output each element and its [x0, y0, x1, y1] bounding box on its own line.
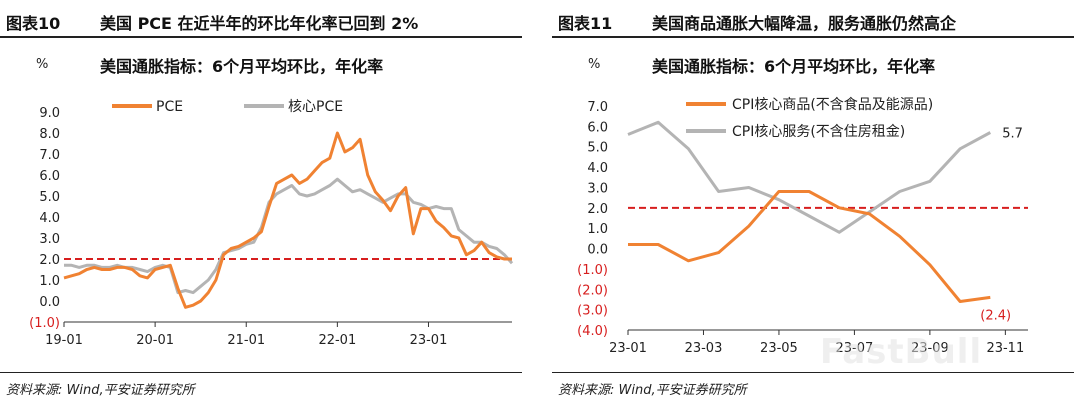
y-tick-label: 2.0: [587, 202, 608, 217]
y-tick-label: (1.0): [577, 263, 608, 278]
figure-header: 图表10 美国 PCE 在近半年的环比年化率已回到 2%: [0, 0, 522, 38]
source-text: 资料来源: Wind,平安证券研究所: [558, 383, 747, 398]
y-tick-label: 2.0: [39, 253, 60, 268]
series-line: [63, 131, 512, 309]
y-tick-label: (3.0): [577, 304, 608, 319]
y-tick-label: 5.0: [39, 190, 60, 205]
source-text: 资料来源: Wind,平安证券研究所: [6, 383, 195, 398]
y-tick-label: 0.0: [39, 295, 60, 310]
figure-11: 图表11 美国商品通胀大幅降温，服务通胀仍然高企 % 美国通胀指标：6个月平均环比…: [552, 0, 1074, 413]
chart-title: 美国通胀指标：6个月平均环比，年化率: [100, 57, 383, 76]
source-note: 资料来源: Wind,平安证券研究所: [0, 372, 522, 401]
series-line: [64, 177, 514, 295]
x-tick-label: 23-01: [609, 341, 647, 356]
y-unit-label: %: [588, 57, 600, 72]
x-tick-label: 23-05: [760, 341, 798, 356]
y-tick-label: 1.0: [587, 222, 608, 237]
y-tick-label: 7.0: [587, 100, 608, 115]
y-tick-label: 8.0: [39, 127, 60, 142]
x-tick-label: 19-01: [45, 333, 83, 348]
y-tick-label: (1.0): [29, 316, 60, 331]
y-unit-label: %: [36, 57, 48, 72]
pce-chart: % 美国通胀指标：6个月平均环比，年化率 (1.0) 0.0 1.0 2.0 3.0 4.0 5…: [29, 57, 514, 348]
figure-header: 图表11 美国商品通胀大幅降温，服务通胀仍然高企: [552, 0, 1074, 38]
series-line: [628, 190, 991, 303]
figure-number: 图表10: [6, 14, 61, 33]
x-tick-label: 22-01: [318, 333, 356, 348]
y-tick-label: 4.0: [39, 211, 60, 226]
y-tick-label: 9.0: [39, 106, 60, 121]
y-tick-label: 6.0: [587, 120, 608, 135]
source-note: 资料来源: Wind,平安证券研究所: [552, 372, 1074, 401]
x-tick-label: 23-01: [410, 333, 448, 348]
data-label: 5.7: [1002, 126, 1023, 141]
y-tick-label: 3.0: [39, 232, 60, 247]
x-tick-label: 23-09: [911, 341, 949, 356]
y-tick-label: 4.0: [587, 161, 608, 176]
x-tick-label: 20-01: [136, 333, 174, 348]
y-tick-label: (2.0): [577, 283, 608, 298]
y-tick-label: 6.0: [39, 169, 60, 184]
legend-label: 核心PCE: [288, 99, 343, 115]
y-tick-label: 7.0: [39, 148, 60, 163]
x-tick-label: 21-01: [227, 333, 265, 348]
x-tick-label: 23-03: [685, 341, 723, 356]
series-line: [627, 120, 992, 234]
x-tick-label: 23-07: [836, 341, 874, 356]
figure-10: 图表10 美国 PCE 在近半年的环比年化率已回到 2% % 美国通胀指标：6个月…: [0, 0, 522, 413]
legend-label: PCE: [156, 99, 183, 115]
cpi-chart: % 美国通胀指标：6个月平均环比，年化率 (4.0) (3.0) (2.0) (1.0) 0…: [577, 57, 1028, 356]
figure-number: 图表11: [558, 14, 613, 33]
legend-label: CPI核心商品(不含食品及能源品): [732, 96, 933, 113]
y-tick-label: 5.0: [587, 141, 608, 156]
y-tick-label: 3.0: [587, 181, 608, 196]
y-tick-label: (4.0): [577, 324, 608, 339]
legend-label: CPI核心服务(不含住房租金): [732, 124, 905, 140]
y-tick-label: 0.0: [587, 243, 608, 258]
figure-title: 美国 PCE 在近半年的环比年化率已回到 2%: [100, 14, 419, 33]
data-label: (2.4): [980, 308, 1011, 323]
x-tick-label: 23-11: [986, 341, 1024, 356]
y-tick-label: 1.0: [39, 274, 60, 289]
watermark: FastBull: [820, 332, 983, 372]
chart-title: 美国通胀指标：6个月平均环比，年化率: [652, 57, 935, 76]
figure-title: 美国商品通胀大幅降温，服务通胀仍然高企: [652, 14, 957, 33]
